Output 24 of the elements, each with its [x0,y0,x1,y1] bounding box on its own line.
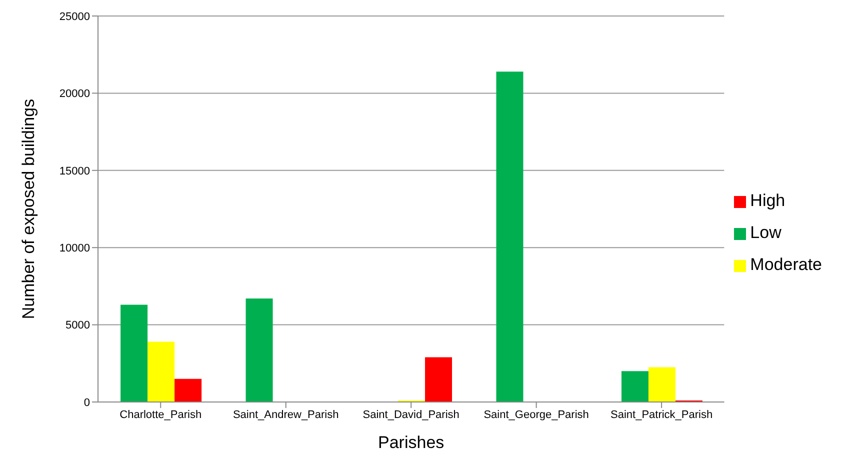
x-tick-label: Saint_George_Parish [484,408,589,421]
bar [120,304,148,402]
bar [621,371,648,402]
legend-label: High [750,191,786,210]
y-tick-label: 15000 [59,165,90,178]
bar [496,72,524,402]
bar [148,342,175,402]
y-axis-title: Number of exposed buildings [19,98,38,320]
y-tick-label: 25000 [59,10,90,23]
x-tick-label: Charlotte_Parish [120,408,202,421]
legend-label: Low [750,223,782,242]
x-tick-label: Saint_David_Parish [362,408,460,421]
y-tick-label: 0 [84,396,90,409]
y-tick-label: 5000 [66,320,90,332]
y-tick-label: 20000 [59,88,90,100]
y-tick-label: 10000 [59,242,90,255]
bar [246,298,273,402]
x-tick-label: Saint_Patrick_Parish [610,408,713,421]
bar [425,357,452,402]
bar [174,378,202,402]
legend-label: Moderate [750,255,822,274]
x-axis-title: Parishes [378,433,444,452]
x-tick-label: Saint_Andrew_Parish [232,408,339,421]
bar [648,367,676,402]
